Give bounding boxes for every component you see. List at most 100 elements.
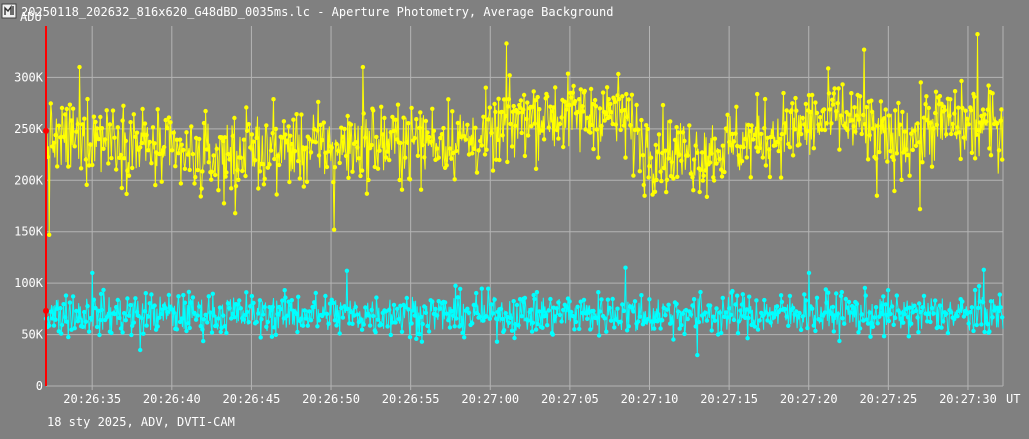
data-point — [578, 87, 583, 92]
data-point — [406, 121, 411, 126]
data-point — [449, 308, 454, 314]
data-point — [944, 132, 949, 137]
data-point — [669, 320, 674, 325]
data-point — [963, 108, 968, 113]
data-point — [426, 134, 432, 140]
data-point — [596, 155, 601, 160]
data-point — [798, 327, 804, 333]
data-point — [313, 290, 318, 296]
data-point — [454, 148, 459, 154]
data-point — [917, 140, 922, 145]
data-point — [487, 105, 492, 110]
data-point — [747, 129, 753, 134]
data-point — [517, 105, 523, 110]
data-point — [302, 308, 307, 313]
data-point — [682, 138, 687, 144]
data-point — [604, 112, 609, 117]
data-point — [48, 309, 53, 314]
data-point — [591, 146, 596, 152]
time-cursor[interactable] — [43, 26, 49, 386]
data-point — [70, 106, 76, 111]
data-point — [781, 90, 786, 96]
data-point — [509, 144, 515, 149]
data-point — [219, 135, 224, 140]
data-point — [744, 307, 749, 312]
data-point — [232, 315, 237, 320]
data-point — [272, 156, 277, 162]
data-point — [960, 105, 965, 111]
data-point — [387, 157, 392, 163]
data-point — [802, 292, 807, 297]
data-point — [316, 153, 322, 158]
data-point — [193, 174, 198, 180]
data-point — [654, 177, 659, 183]
data-point — [602, 316, 607, 321]
data-point — [479, 286, 484, 291]
data-point — [852, 105, 857, 110]
data-point — [291, 117, 296, 122]
data-point — [939, 101, 944, 107]
data-point — [360, 64, 366, 70]
data-point — [521, 92, 527, 98]
data-point — [762, 297, 767, 303]
data-point — [926, 105, 931, 111]
data-point — [624, 91, 629, 97]
data-point — [495, 137, 500, 142]
data-point — [221, 201, 227, 206]
data-point — [182, 300, 188, 305]
data-point — [893, 315, 898, 321]
data-point — [581, 297, 587, 303]
data-point — [874, 193, 880, 198]
data-point — [797, 142, 802, 147]
data-point — [149, 292, 154, 297]
data-point — [910, 147, 915, 153]
data-point — [842, 321, 847, 326]
data-point — [578, 299, 583, 304]
data-point — [492, 101, 497, 107]
data-point — [444, 163, 449, 168]
data-point — [59, 322, 65, 328]
data-point — [177, 319, 183, 325]
data-point — [629, 92, 635, 98]
data-point — [258, 335, 263, 340]
data-point — [182, 166, 188, 171]
data-point — [704, 194, 710, 199]
data-point — [169, 148, 175, 153]
data-point — [332, 165, 338, 170]
data-point — [736, 153, 741, 158]
data-point — [431, 128, 437, 133]
data-point — [131, 112, 136, 117]
data-point — [1000, 315, 1005, 320]
data-point — [582, 88, 587, 94]
data-point — [51, 323, 57, 328]
data-point — [433, 157, 438, 162]
data-point — [417, 125, 422, 131]
data-point — [557, 312, 563, 318]
data-point — [58, 306, 63, 311]
data-point — [192, 181, 197, 186]
data-point — [126, 313, 132, 318]
data-point — [252, 158, 258, 163]
data-point — [583, 127, 588, 132]
data-point — [179, 142, 184, 147]
data-point — [644, 123, 649, 128]
data-point — [221, 313, 226, 318]
data-point — [920, 160, 925, 165]
data-point — [47, 323, 52, 328]
data-point — [620, 302, 625, 307]
data-point — [371, 108, 376, 113]
data-point — [669, 159, 674, 165]
chart-title: 20250118_202632_816x620_G48dBD_0035ms.lc… — [21, 5, 613, 19]
data-point — [934, 122, 939, 128]
data-point — [872, 315, 877, 320]
footer-info: 18 sty 2025, ADV, DVTI-CAM — [47, 415, 235, 429]
data-point — [564, 304, 569, 309]
data-point — [462, 335, 467, 340]
data-point — [176, 151, 181, 156]
data-point — [897, 310, 903, 315]
data-point — [104, 108, 109, 113]
data-point — [682, 331, 687, 337]
data-point — [945, 330, 951, 336]
data-point — [826, 91, 832, 96]
